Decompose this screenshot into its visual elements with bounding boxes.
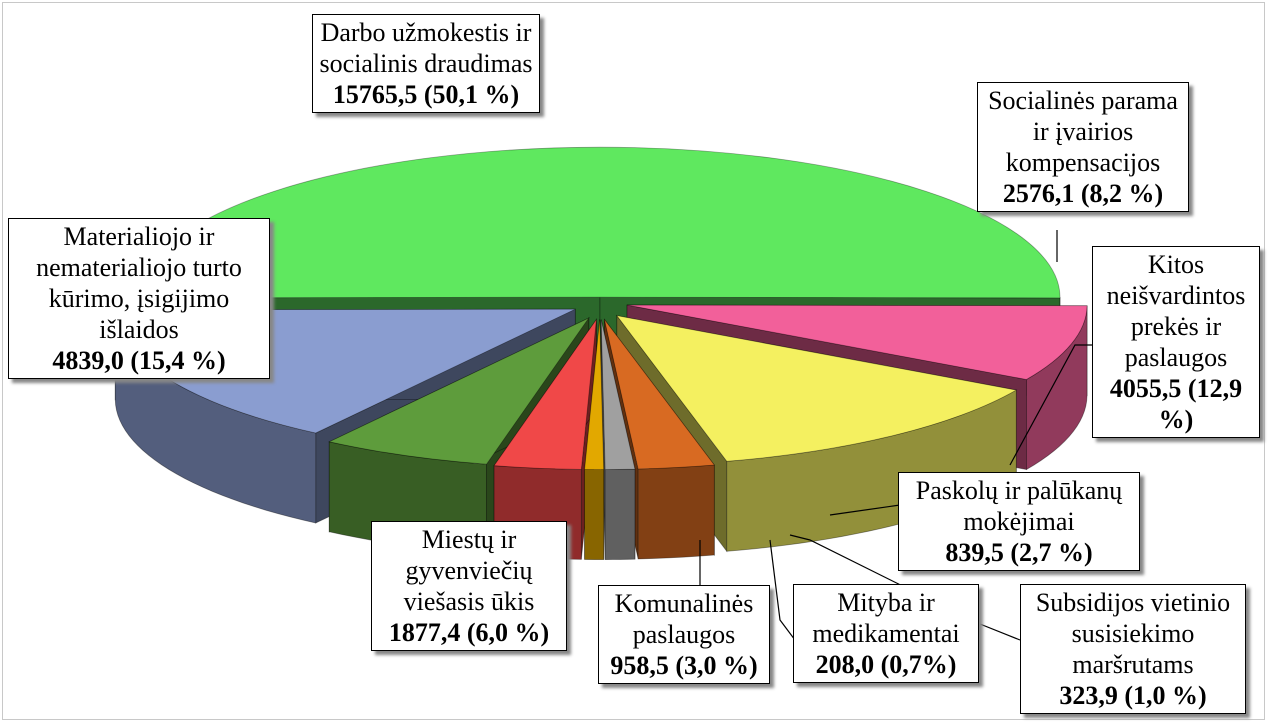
slice: [600, 319, 636, 470]
slice-value: 839,5 (2,7 %): [945, 538, 1093, 567]
slice-name: Kitos neišvardintos prekės ir paslaugos: [1106, 250, 1246, 372]
slice: [493, 317, 597, 470]
label-box: Mityba ir medikamentai 208,0 (0,7%): [793, 584, 979, 683]
slice-side: [584, 469, 605, 560]
label-box: Komunalinės paslaugos 958,5 (3,0 %): [598, 585, 770, 684]
leader-lines: [699, 230, 1095, 641]
slice-name: Socialinės parama ir įvairios kompensaci…: [988, 86, 1178, 177]
slice-value: 15765,5 (50,1 %): [332, 80, 520, 109]
label-box: Materialiojo ir nematerialiojo turto kūr…: [8, 218, 270, 379]
slice-value: 4055,5 (12,9 %): [1109, 374, 1243, 434]
slice-value: 208,0 (0,7%): [815, 650, 957, 679]
slice: [626, 304, 1088, 380]
leader-line: [769, 539, 796, 641]
label-box: Subsidijos vietinio susisiekimo maršruta…: [1020, 584, 1246, 714]
slice-value: 1877,4 (6,0 %): [388, 618, 550, 647]
slice-value: 2576,1 (8,2 %): [1002, 179, 1164, 208]
slice-name: Mityba ir medikamentai: [812, 588, 960, 648]
slice: [139, 147, 1061, 299]
slice: [584, 319, 605, 470]
slice: [615, 315, 1018, 462]
slice-name: Darbo užmokestis ir socialinis draudimas: [319, 18, 533, 78]
label-box: Kitos neišvardintos prekės ir paslaugos 4…: [1092, 246, 1260, 438]
leader-line: [789, 534, 1021, 641]
slice: [603, 319, 716, 470]
leader-line: [829, 504, 901, 516]
label-box: Miestų ir gyvenviečių viešasis ūkis 1877,…: [371, 521, 567, 651]
label-box: Paskolų ir palūkanų mokėjimai 839,5 (2,7 …: [898, 472, 1140, 571]
slice-value: 323,9 (1,0 %): [1059, 681, 1207, 710]
label-box: Socialinės parama ir įvairios kompensaci…: [977, 82, 1189, 212]
slice-name: Miestų ir gyvenviečių viešasis ūkis: [403, 525, 535, 616]
slice-value: 958,5 (3,0 %): [610, 651, 758, 680]
slice-name: Komunalinės paslaugos: [614, 589, 754, 649]
leader-line: [1009, 344, 1095, 466]
slice-side: [604, 468, 636, 560]
slice: [328, 316, 590, 465]
slice-value: 4839,0 (15,4 %): [52, 346, 226, 375]
slice-name: Subsidijos vietinio susisiekimo maršruta…: [1035, 588, 1231, 679]
slice-side: [637, 464, 715, 560]
label-box: Darbo užmokestis ir socialinis draudimas…: [312, 14, 540, 113]
slice-name: Materialiojo ir nematerialiojo turto kūr…: [36, 222, 242, 344]
slice-name: Paskolų ir palūkanų mokėjimai: [915, 476, 1123, 536]
